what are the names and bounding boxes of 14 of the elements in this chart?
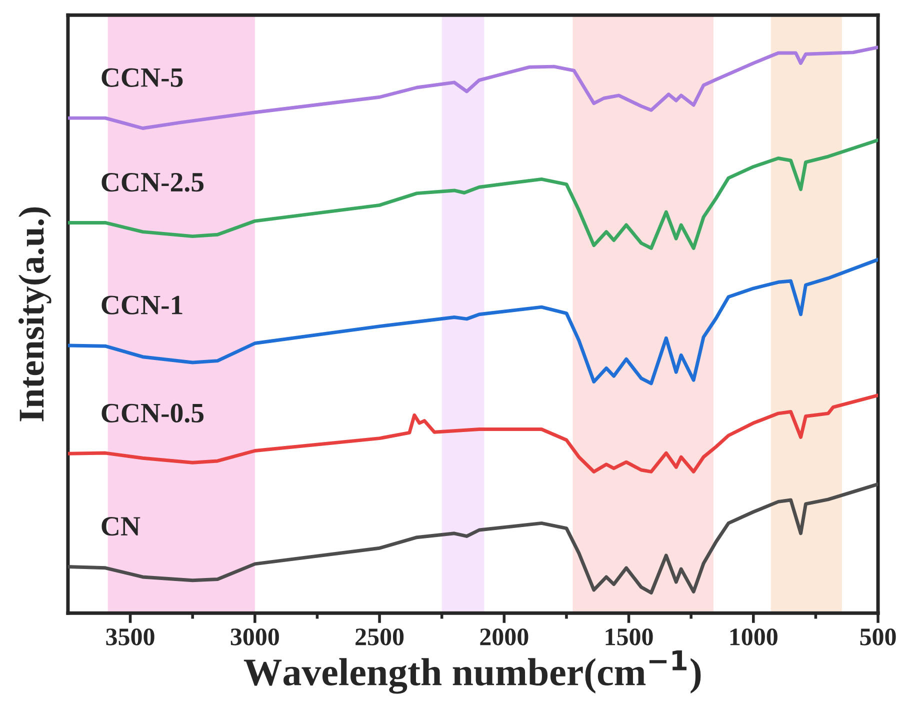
x-tick-label: 3000 (230, 628, 279, 646)
x-tick-label: 1000 (730, 628, 778, 646)
x-tick-label: 500 (860, 628, 896, 646)
y-axis-title: Intensity(a.u.) (18, 207, 52, 422)
series-label: CCN-0.5 (102, 404, 204, 423)
series-label: CCN-2.5 (102, 172, 204, 192)
x-axis-title: Wavelength number(cm$^{−1}$) (244, 650, 701, 694)
series-label: CCN-1 (102, 296, 182, 314)
series-label: CN (102, 517, 140, 536)
x-tick-label: 2500 (356, 628, 404, 646)
x-tick-label: 3500 (106, 628, 154, 646)
series-label: CCN-5 (102, 68, 183, 87)
x-tick-label: 2000 (480, 628, 528, 646)
x-tick-label: 1500 (606, 628, 653, 646)
